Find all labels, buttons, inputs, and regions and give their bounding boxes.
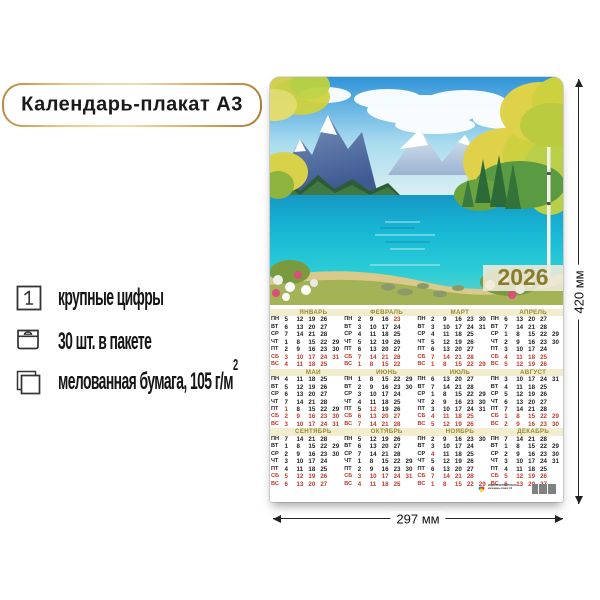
svg-text:2026: 2026 — [497, 264, 548, 290]
